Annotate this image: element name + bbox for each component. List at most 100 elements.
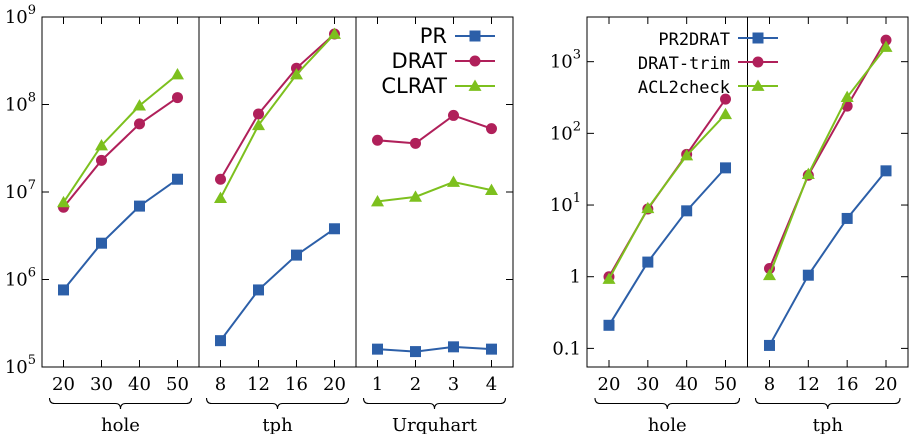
data-point (171, 173, 183, 185)
series-line-tph-2 (768, 46, 887, 276)
data-point (214, 191, 228, 204)
series-line-tph-0 (219, 227, 336, 342)
data-point (802, 269, 814, 281)
data-point (289, 68, 303, 80)
x-tick-label: 30 (90, 374, 113, 395)
x-tick-label: 40 (675, 374, 698, 395)
group-label: Urquhart (392, 415, 478, 434)
data-point (447, 109, 459, 121)
data-point (410, 137, 422, 149)
legend-label: DRAT (392, 49, 448, 73)
y-tick-label: 101 (550, 191, 581, 216)
legend-label: ACL2check (638, 78, 730, 98)
x-tick-label: 16 (836, 374, 859, 395)
legend-label: CLRAT (381, 74, 447, 98)
data-point (372, 134, 384, 146)
group-brace (754, 397, 901, 410)
data-point (132, 99, 146, 111)
y-tick-exponent: 1 (573, 191, 581, 206)
group-label: tph (813, 415, 844, 434)
y-tick-mantissa: 10 (5, 95, 28, 116)
y-tick-exponent: 6 (28, 266, 36, 281)
group-label: hole (648, 415, 687, 434)
y-tick-mantissa: 10 (5, 7, 28, 28)
series-line-tph-0 (768, 170, 887, 346)
group-brace (205, 397, 350, 410)
legend-label: PR (420, 24, 447, 48)
x-tick-label: 8 (764, 374, 775, 395)
y-tick-label: 107 (5, 178, 36, 203)
data-point (719, 107, 733, 120)
series-line-tph-2 (219, 33, 336, 199)
series-line-hole-1 (62, 96, 179, 208)
group-label: tph (262, 415, 293, 434)
data-point (880, 165, 892, 177)
group-label: hole (101, 415, 140, 434)
data-point (447, 341, 459, 353)
data-point (879, 40, 893, 52)
y-tick-mantissa: 10 (5, 357, 28, 378)
y-tick-exponent: 8 (28, 91, 36, 106)
series-line-hole-2 (608, 113, 727, 280)
x-tick-label: 20 (875, 374, 898, 395)
y-tick-exponent: 7 (28, 178, 36, 193)
y-tick-mantissa: 10 (5, 270, 28, 291)
data-point (642, 256, 654, 268)
data-point (762, 268, 776, 281)
y-tick-label: 108 (5, 91, 36, 116)
data-point (641, 201, 655, 214)
data-point (96, 237, 108, 249)
data-point (328, 223, 340, 235)
legend-swatch-marker (468, 79, 482, 91)
data-point (253, 108, 265, 120)
data-point (410, 346, 422, 358)
x-tick-label: 8 (215, 374, 226, 395)
series-line-tph-1 (768, 39, 887, 269)
data-point (133, 200, 145, 212)
y-tick-mantissa: 10 (550, 123, 573, 144)
legend-swatch-marker (752, 56, 764, 68)
data-point (840, 90, 854, 103)
data-point (215, 173, 227, 185)
legend-label: PR2DRAT (658, 30, 730, 50)
data-point (327, 27, 341, 39)
x-tick-label: 30 (636, 374, 659, 395)
x-tick-label: 20 (598, 374, 621, 395)
data-point (57, 195, 71, 208)
y-tick-mantissa: 10 (5, 182, 28, 203)
y-tick-label: 103 (550, 48, 581, 73)
data-point (446, 175, 460, 187)
x-tick-label: 2 (410, 374, 421, 395)
legend-label: DRAT-trim (638, 54, 730, 74)
data-point (371, 194, 385, 207)
data-point (602, 272, 616, 284)
data-point (681, 205, 693, 217)
data-point (720, 162, 732, 174)
x-tick-label: 12 (797, 374, 820, 395)
y-tick-exponent: 2 (573, 119, 581, 134)
plot-frame (41, 16, 514, 368)
legend-swatch-marker (751, 79, 765, 91)
data-point (801, 167, 815, 179)
y-tick-mantissa: 10 (550, 195, 573, 216)
data-point (680, 149, 694, 161)
legend-swatch-marker (752, 32, 764, 44)
x-tick-label: 12 (247, 374, 270, 395)
data-point (170, 68, 184, 80)
series-line-urquhart-2 (377, 180, 492, 203)
legend-swatch-marker (469, 30, 481, 42)
x-tick-label: 16 (285, 374, 308, 395)
y-tick-label: 105 (5, 353, 36, 378)
data-point (95, 138, 109, 151)
x-tick-label: 20 (323, 374, 346, 395)
group-brace (48, 397, 193, 410)
data-point (215, 335, 227, 347)
y-tick-exponent: 9 (28, 3, 36, 18)
data-point (133, 118, 145, 130)
series-line-hole-0 (62, 178, 179, 291)
series-line-hole-2 (62, 73, 179, 203)
